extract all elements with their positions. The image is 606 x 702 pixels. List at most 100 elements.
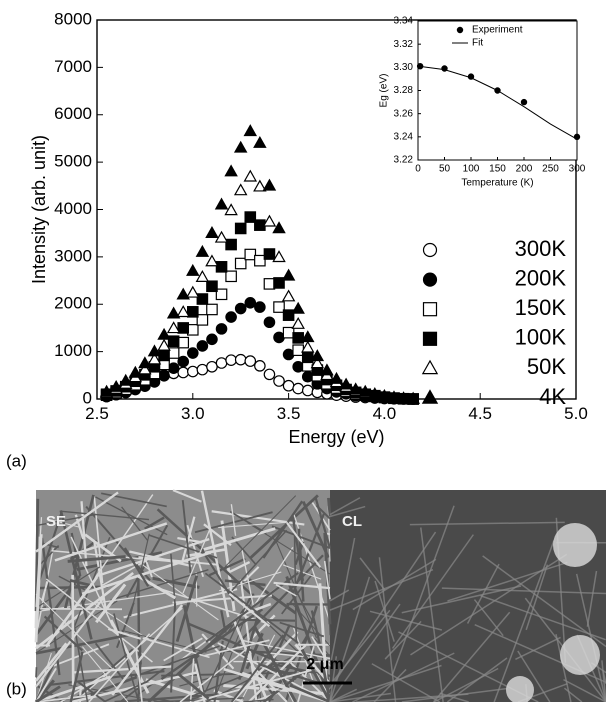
marker <box>254 254 266 267</box>
marker <box>281 268 296 281</box>
nanowire <box>391 505 455 676</box>
marker <box>234 353 247 366</box>
nanowire <box>420 527 444 702</box>
marker <box>196 363 209 376</box>
marker <box>195 244 210 257</box>
y-tick-label: 1000 <box>54 341 92 360</box>
nanowire <box>172 594 273 604</box>
nanowire <box>329 609 391 686</box>
nanowire <box>213 689 244 702</box>
marker <box>282 348 295 361</box>
marker <box>196 314 209 326</box>
nanowire <box>35 694 91 702</box>
y-tick-label: 3.22 <box>394 155 414 166</box>
fit-line <box>417 65 578 140</box>
legend-marker <box>422 272 438 287</box>
marker <box>262 178 277 191</box>
nanowire <box>200 490 230 618</box>
nanowire <box>273 581 331 590</box>
y-tick-label: 4000 <box>54 199 92 218</box>
nanowire <box>54 522 168 562</box>
nanowire <box>219 571 282 592</box>
glow <box>560 635 600 675</box>
marker <box>195 270 210 283</box>
marker <box>282 379 295 392</box>
legend-marker <box>421 359 439 375</box>
marker <box>215 288 228 301</box>
nanowire <box>134 645 220 677</box>
marker <box>263 316 276 329</box>
nanowire <box>80 501 88 567</box>
y-tick-label: 5000 <box>54 152 92 171</box>
nanowire <box>329 664 442 702</box>
y-tick-label: 3.32 <box>394 39 414 50</box>
y-tick-label: 3.28 <box>394 85 414 96</box>
marker <box>205 225 219 238</box>
nanowire <box>59 510 93 640</box>
nanowire <box>231 529 288 592</box>
nanowire <box>391 534 474 649</box>
x-tick-label: 0 <box>415 164 421 175</box>
nanowire <box>35 685 61 702</box>
nanowire <box>301 501 330 559</box>
nanowire <box>247 644 307 702</box>
nanowire <box>170 553 177 610</box>
nanowire <box>35 491 119 553</box>
marker <box>109 379 123 392</box>
legend-marker <box>422 331 438 346</box>
marker <box>215 323 228 335</box>
nanowire <box>480 595 606 641</box>
nanowire <box>329 589 350 602</box>
marker <box>282 326 295 339</box>
marker <box>225 238 237 251</box>
panel-label: (b) <box>6 679 27 698</box>
marker <box>215 357 228 369</box>
marker <box>158 369 170 382</box>
y-tick-label: 0 <box>83 388 92 407</box>
marker <box>215 261 228 273</box>
x-tick-label: 100 <box>463 164 480 175</box>
marker <box>368 387 382 400</box>
marker <box>254 219 266 231</box>
nanowire <box>88 633 151 702</box>
legend-label: 150K <box>515 295 567 320</box>
y-tick-label: 8000 <box>54 9 92 28</box>
nanowire <box>329 576 371 702</box>
marker <box>176 305 190 318</box>
nanowire <box>203 527 276 551</box>
legend-label: 300K <box>515 236 567 261</box>
nanowire <box>35 633 131 655</box>
nanowire <box>293 519 298 643</box>
marker <box>233 140 248 153</box>
marker <box>244 211 257 223</box>
marker <box>186 263 200 276</box>
marker <box>186 285 200 298</box>
nanowire <box>35 596 105 688</box>
nanowire <box>172 489 202 503</box>
nanowire <box>447 561 568 602</box>
marker <box>225 354 237 366</box>
marker <box>243 169 258 182</box>
nanowire <box>473 599 504 637</box>
nanowire <box>93 541 108 613</box>
nanowire <box>555 634 572 702</box>
nanowire <box>204 572 299 644</box>
nanowire <box>177 536 203 544</box>
marker <box>177 336 190 349</box>
glow <box>553 523 597 567</box>
marker <box>206 333 218 346</box>
nanowire <box>291 684 331 702</box>
nanowire <box>35 593 113 669</box>
y-tick-label: 7000 <box>54 57 92 76</box>
marker <box>272 221 286 234</box>
marker <box>206 360 218 373</box>
nanowire <box>74 665 173 674</box>
nanowire <box>137 576 141 656</box>
nanowire <box>241 639 331 660</box>
nanowire <box>82 646 129 702</box>
nanowire <box>111 604 184 696</box>
nanowire <box>123 588 238 619</box>
panel-label: (a) <box>6 451 27 470</box>
nanowire <box>291 513 325 596</box>
nanowire <box>69 651 84 702</box>
